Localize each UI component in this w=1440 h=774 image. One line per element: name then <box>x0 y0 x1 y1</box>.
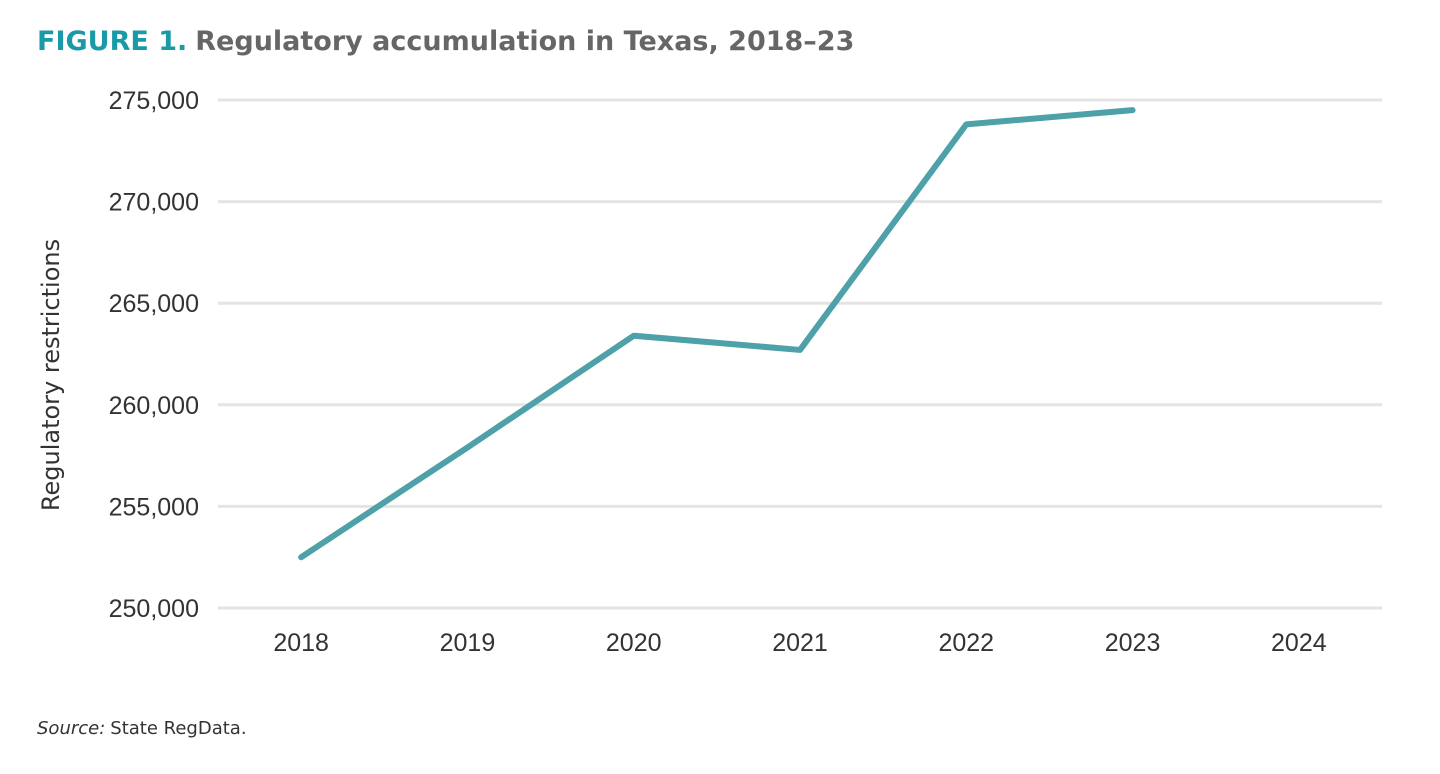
x-tick-label: 2024 <box>1271 629 1327 657</box>
y-tick-label: 250,000 <box>109 595 199 623</box>
x-tick-label: 2023 <box>1105 629 1161 657</box>
x-tick-label: 2018 <box>273 629 329 657</box>
x-tick-label: 2021 <box>772 629 828 657</box>
x-tick-label: 2020 <box>606 629 662 657</box>
source-note: Source: State RegData. <box>37 718 247 739</box>
figure-label: FIGURE 1. <box>37 26 187 57</box>
data-line <box>298 107 1136 561</box>
y-axis-title: Regulatory restrictions <box>37 239 65 511</box>
x-tick-label: 2022 <box>938 629 994 657</box>
y-tick-label: 275,000 <box>109 87 199 115</box>
y-tick-label: 270,000 <box>109 189 199 217</box>
y-tick-label: 265,000 <box>109 290 199 318</box>
source-text: State RegData. <box>110 718 246 739</box>
x-tick-label: 2019 <box>440 629 496 657</box>
y-tick-label: 260,000 <box>109 392 199 420</box>
title-text: Regulatory accumulation in Texas, 2018–2… <box>195 26 854 57</box>
source-label: Source: <box>37 718 105 739</box>
chart-title: FIGURE 1. Regulatory accumulation in Texa… <box>37 26 854 57</box>
y-tick-label: 255,000 <box>109 493 199 521</box>
